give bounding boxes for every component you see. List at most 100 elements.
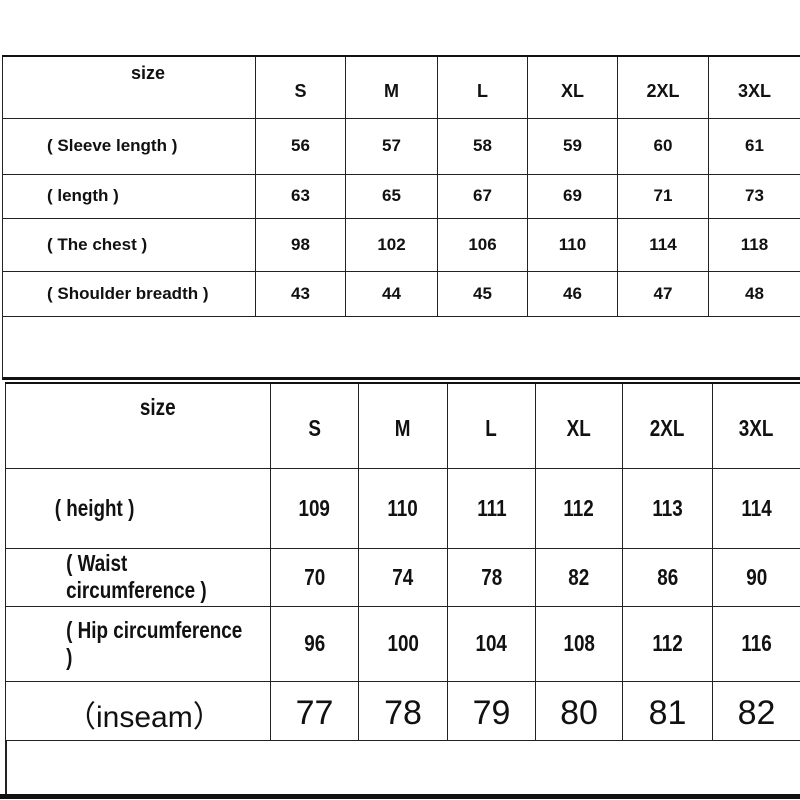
cell: 114 <box>712 467 800 549</box>
table-row: ( length ) 63 65 67 69 71 73 <box>2 173 800 219</box>
cell: 70 <box>270 547 359 607</box>
value: 82 <box>568 563 590 590</box>
cell: 100 <box>358 605 448 682</box>
cell: 108 <box>535 605 623 682</box>
cell: 81 <box>622 680 713 741</box>
cell: 63 <box>255 173 346 219</box>
cell: 45 <box>437 270 528 317</box>
value: 100 <box>387 630 419 656</box>
table-row: ( Hip circumference ) 96 100 104 108 112… <box>5 605 800 682</box>
cell: 90 <box>712 547 800 607</box>
size-header: XL <box>535 382 623 469</box>
value: 108 <box>563 630 595 656</box>
value: 113 <box>652 494 683 521</box>
size-header: 3XL <box>712 382 800 469</box>
cell: 77 <box>270 680 359 741</box>
cell: 69 <box>527 173 618 219</box>
size-text: XL <box>566 415 592 442</box>
cell: 67 <box>437 173 528 219</box>
value: 96 <box>304 630 325 656</box>
cell: 79 <box>447 680 536 741</box>
size-header: L <box>447 382 536 469</box>
value: 79 <box>472 694 511 732</box>
cell: 74 <box>358 547 448 607</box>
cell: 61 <box>708 117 800 175</box>
table-divider <box>2 315 800 380</box>
cell: 86 <box>622 547 713 607</box>
cell: 96 <box>270 605 359 682</box>
size-header: 3XL <box>708 55 800 119</box>
value: 80 <box>560 694 598 732</box>
label-text: （inseam） <box>66 700 223 734</box>
value: 74 <box>392 563 414 590</box>
cell: 118 <box>708 217 800 272</box>
value: 82 <box>737 694 776 732</box>
value: 70 <box>304 563 325 590</box>
value: 90 <box>746 563 767 590</box>
cell: 82 <box>712 680 800 741</box>
cell: 111 <box>447 467 536 549</box>
size-text: S <box>308 415 321 442</box>
cell: 60 <box>617 117 709 175</box>
cell: 57 <box>345 117 438 175</box>
value: 111 <box>476 494 507 521</box>
value: 78 <box>384 694 422 732</box>
header-label: size <box>2 55 256 119</box>
row-label: ( The chest ) <box>2 217 256 272</box>
row-label: ( Waist circumference ) <box>5 547 271 607</box>
header-label-text: size <box>139 394 176 420</box>
value: 81 <box>648 694 687 732</box>
row-label: ( length ) <box>2 173 256 219</box>
cell: 78 <box>447 547 536 607</box>
cell: 58 <box>437 117 528 175</box>
value: 112 <box>563 494 595 521</box>
header-label: size <box>5 382 271 469</box>
size-header: S <box>255 55 346 119</box>
label-text: ( height ) <box>54 494 135 521</box>
label-text: ( Hip circumference ) <box>66 616 243 670</box>
cell: 78 <box>358 680 448 741</box>
table-row: ( Sleeve length ) 56 57 58 59 60 61 <box>2 117 800 175</box>
cell: 106 <box>437 217 528 272</box>
cell: 98 <box>255 217 346 272</box>
cell: 82 <box>535 547 623 607</box>
cell: 43 <box>255 270 346 317</box>
cell: 48 <box>708 270 800 317</box>
row-label: （inseam） <box>5 680 271 741</box>
value: 110 <box>387 494 419 521</box>
cell: 110 <box>527 217 618 272</box>
size-text: 3XL <box>739 415 774 442</box>
cell: 116 <box>712 605 800 682</box>
cell: 113 <box>622 467 713 549</box>
value: 77 <box>295 694 334 732</box>
row-label: ( Sleeve length ) <box>2 117 256 175</box>
size-header: M <box>345 55 438 119</box>
table-row-inseam: （inseam） 77 78 79 80 81 82 <box>5 680 800 741</box>
cell: 102 <box>345 217 438 272</box>
size-header: XL <box>527 55 618 119</box>
row-label: ( Shoulder breadth ) <box>2 270 256 317</box>
bottom-border <box>0 794 800 799</box>
cell: 71 <box>617 173 709 219</box>
cell: 56 <box>255 117 346 175</box>
cell: 112 <box>535 467 623 549</box>
value: 116 <box>741 630 772 656</box>
cell: 110 <box>358 467 448 549</box>
value: 109 <box>298 494 331 521</box>
cell: 59 <box>527 117 618 175</box>
cell: 112 <box>622 605 713 682</box>
table-row: ( The chest ) 98 102 106 110 114 118 <box>2 217 800 272</box>
value: 112 <box>652 630 683 656</box>
size-text: L <box>485 415 498 442</box>
size-header: 2XL <box>617 55 709 119</box>
cell: 44 <box>345 270 438 317</box>
value: 86 <box>657 563 678 590</box>
size-header: L <box>437 55 528 119</box>
cell: 114 <box>617 217 709 272</box>
bottom-size-table: size S M L XL 2XL 3XL ( height ) 109 110… <box>5 382 800 741</box>
value: 114 <box>741 494 772 521</box>
header-row: size S M L XL 2XL 3XL <box>2 55 800 119</box>
row-label: ( height ) <box>5 467 271 549</box>
table-row: ( Shoulder breadth ) 43 44 45 46 47 48 <box>2 270 800 317</box>
size-header: S <box>270 382 359 469</box>
